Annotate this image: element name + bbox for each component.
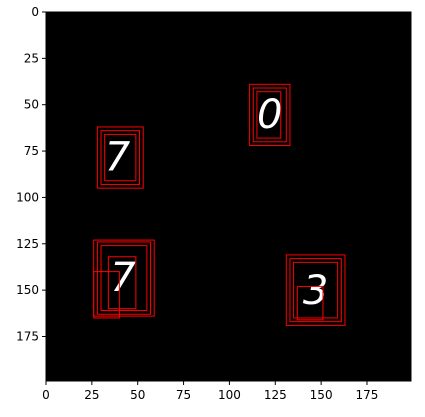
digit-3: 3 (303, 268, 328, 314)
y-tick-label-7: 175 (16, 329, 39, 343)
x-tick-label-7: 175 (356, 388, 379, 402)
digit-0: 0 (257, 92, 282, 138)
x-tick-label-5: 125 (264, 388, 287, 402)
digits-layer: 0 7 7 3 (105, 92, 329, 314)
plot-area (46, 12, 411, 381)
bounding-box-10 (93, 271, 120, 319)
bounding-box-0 (249, 83, 291, 147)
bounding-box-2 (256, 91, 282, 139)
x-tick-label-0: 0 (42, 388, 50, 402)
y-tick-label-6: 150 (16, 283, 39, 297)
y-tick-label-0: 0 (31, 5, 39, 19)
x-tick-label-1: 25 (84, 388, 99, 402)
x-axis-ticks: 0 25 50 75 100 125 150 175 (42, 381, 378, 402)
bounding-box-7 (96, 241, 152, 315)
bounding-box-13 (293, 261, 339, 319)
y-tick-label-4: 100 (16, 190, 39, 204)
bounding-box-3 (96, 126, 144, 189)
x-tick-label-6: 150 (310, 388, 333, 402)
x-tick-label-3: 75 (176, 388, 191, 402)
bounding-box-5 (104, 133, 137, 182)
bounding-box-9 (107, 256, 137, 310)
bounding-box-1 (252, 87, 287, 143)
bounding-box-11 (285, 254, 346, 326)
y-tick-label-3: 75 (24, 144, 39, 158)
bounding-boxes-layer (93, 83, 346, 326)
bounding-box-4 (100, 130, 141, 185)
digit-2: 7 (110, 255, 136, 301)
y-axis-ticks: 0 25 50 75 100 125 150 175 (16, 5, 46, 343)
y-tick-label-2: 50 (24, 98, 39, 112)
x-tick-label-4: 100 (218, 388, 241, 402)
y-tick-label-5: 125 (16, 237, 39, 251)
x-tick-label-2: 50 (130, 388, 145, 402)
digit-1: 7 (105, 135, 131, 181)
y-tick-label-1: 25 (24, 51, 39, 65)
bounding-box-14 (296, 285, 324, 321)
bounding-box-12 (289, 258, 342, 323)
axes-frame (45, 11, 412, 382)
bounding-box-8 (100, 245, 148, 312)
